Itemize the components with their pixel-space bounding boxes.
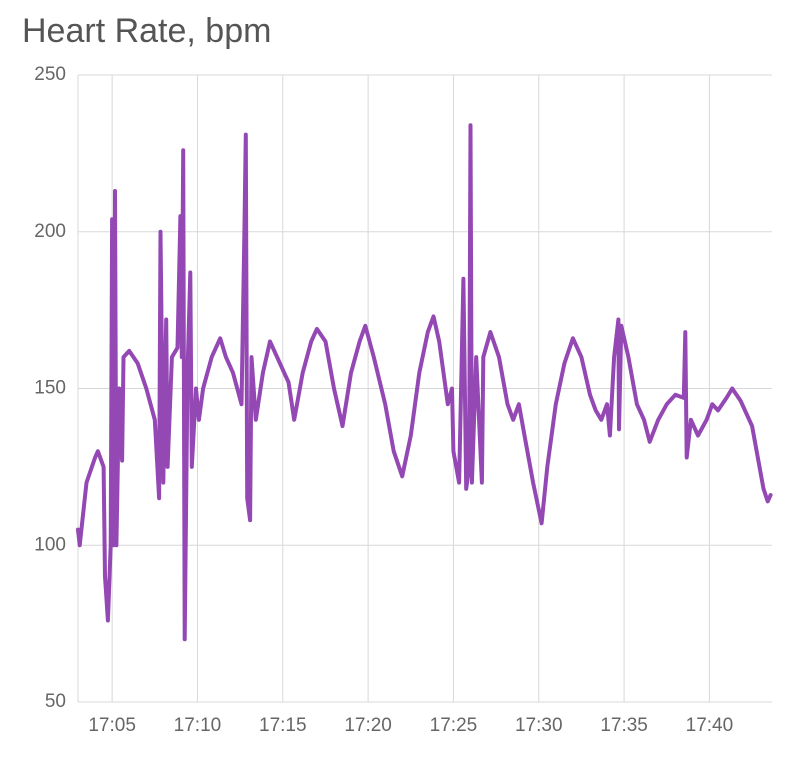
x-tick-label: 17:15 [259,715,307,736]
y-tick-label: 100 [34,534,66,555]
y-tick-label: 200 [34,221,66,242]
y-tick-label: 50 [45,691,66,712]
heart-rate-line [76,123,773,642]
x-tick-label: 17:40 [686,715,734,736]
x-tick-label: 17:25 [430,715,478,736]
x-tick-label: 17:20 [344,715,392,736]
y-tick-label: 250 [34,64,66,85]
x-tick-label: 17:35 [600,715,648,736]
y-tick-label: 150 [34,378,66,399]
x-tick-label: 17:10 [174,715,222,736]
x-tick-label: 17:05 [88,715,136,736]
x-tick-label: 17:30 [515,715,563,736]
chart-title: Heart Rate, bpm [22,12,271,50]
